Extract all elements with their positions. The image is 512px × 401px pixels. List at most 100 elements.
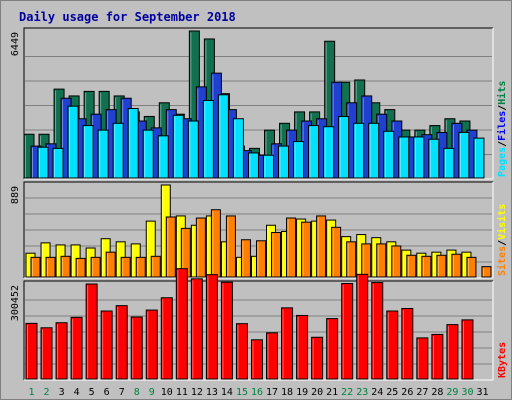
bar-kbytes-4 — [70, 316, 83, 380]
x-tick-17: 17 — [266, 387, 278, 398]
bar-pages-28 — [443, 147, 455, 179]
bar-sites-12 — [195, 217, 206, 278]
bar-sites-2 — [45, 256, 56, 278]
bar-kbytes-25 — [386, 310, 399, 380]
x-tick-7: 7 — [119, 387, 125, 398]
bar-sites-6 — [105, 251, 116, 278]
bar-sites-16 — [255, 240, 266, 278]
bar-sites-3 — [60, 255, 71, 278]
bar-pages-9 — [157, 135, 169, 179]
bar-kbytes-23 — [356, 273, 369, 380]
bar-kbytes-8 — [130, 316, 143, 380]
bar-pages-2 — [52, 147, 64, 179]
bar-kbytes-22 — [341, 283, 354, 380]
x-tick-13: 13 — [206, 387, 218, 398]
bar-pages-24 — [383, 130, 395, 179]
bar-sites-25 — [391, 245, 402, 278]
bar-kbytes-9 — [145, 309, 158, 380]
x-axis-labels: 1 2 3 4 5 6 7 8 9 10 11 12 13 14 15 16 17 18 19 20 21 22 23 24 2… — [29, 387, 489, 398]
x-tick-14: 14 — [221, 387, 233, 398]
bar-kbytes-5 — [85, 283, 98, 380]
bar-pages-4 — [82, 125, 94, 179]
legend-separator: / — [497, 240, 508, 246]
bar-sites-5 — [90, 256, 101, 278]
bar-sites-4 — [75, 257, 86, 278]
bar-sites-9 — [150, 255, 161, 278]
bar-pages-26 — [413, 136, 425, 179]
bar-kbytes-1 — [25, 322, 38, 380]
bar-pages-27 — [428, 138, 440, 179]
legend-visits: Visits — [496, 204, 508, 240]
bar-kbytes-2 — [40, 327, 53, 380]
series-pages — [37, 94, 485, 179]
legend-separator: / — [497, 141, 508, 147]
bar-sites-26 — [406, 254, 417, 278]
panel-border-dark — [23, 27, 493, 179]
bar-kbytes-29 — [446, 324, 459, 380]
bar-sites-30 — [466, 256, 477, 278]
side-legend: Sites/Visits — [496, 204, 508, 276]
bar-pages-10 — [172, 114, 184, 179]
chart-title: Daily usage for September 2018 — [19, 10, 236, 24]
bar-kbytes-27 — [416, 337, 429, 380]
bar-kbytes-10 — [160, 297, 173, 380]
x-tick-15: 15 — [236, 387, 248, 398]
side-legend: KBytes — [497, 342, 508, 378]
bar-kbytes-15 — [235, 323, 248, 380]
bar-pages-8 — [142, 129, 154, 179]
x-tick-2: 2 — [44, 387, 50, 398]
bar-pages-25 — [398, 136, 410, 179]
bar-kbytes-28 — [431, 333, 444, 380]
panel-bottom: 300452 KBytes — [10, 268, 508, 381]
x-tick-26: 26 — [401, 387, 413, 398]
bar-pages-12 — [202, 99, 214, 179]
bar-pages-22 — [353, 122, 365, 179]
bar-pages-5 — [97, 129, 109, 179]
bar-pages-1 — [37, 146, 49, 179]
x-tick-11: 11 — [176, 387, 188, 398]
legend-kbytes: KBytes — [497, 342, 508, 378]
x-tick-4: 4 — [74, 387, 80, 398]
side-legend: Pages/Files/Hits — [496, 81, 508, 177]
bar-kbytes-3 — [55, 322, 68, 380]
panel-border-dark — [23, 181, 493, 278]
bar-sites-28 — [436, 254, 447, 278]
bar-kbytes-17 — [266, 332, 279, 380]
x-tick-29: 29 — [446, 387, 458, 398]
bar-pages-18 — [293, 141, 305, 179]
bar-pages-11 — [187, 120, 199, 179]
bar-sites-19 — [301, 221, 312, 278]
panel-border-light — [24, 281, 494, 381]
panels-layer: 6449Pages/Files/Hits889Sites/Visits30045… — [10, 27, 508, 381]
x-tick-19: 19 — [296, 387, 308, 398]
legend-sites: Sites — [496, 246, 508, 276]
bar-sites-27 — [421, 255, 432, 278]
bar-sites-7 — [120, 256, 131, 278]
x-tick-21: 21 — [326, 387, 338, 398]
bar-kbytes-7 — [115, 305, 128, 380]
bar-sites-8 — [135, 256, 146, 278]
bar-kbytes-19 — [296, 314, 309, 380]
legend-separator: / — [497, 105, 508, 111]
x-tick-31: 31 — [476, 387, 488, 398]
y-max-label: 6449 — [10, 32, 21, 56]
bar-pages-15 — [247, 152, 259, 179]
x-tick-8: 8 — [134, 387, 140, 398]
bar-pages-29 — [458, 131, 470, 179]
bar-kbytes-14 — [220, 281, 233, 380]
bar-pages-19 — [308, 125, 320, 179]
legend-hits: Hits — [496, 81, 508, 105]
x-tick-25: 25 — [386, 387, 398, 398]
bar-kbytes-30 — [461, 319, 474, 380]
bar-pages-20 — [323, 126, 335, 179]
y-max-label: 889 — [10, 186, 21, 204]
legend-pages: Pages — [497, 147, 508, 177]
x-tick-16: 16 — [251, 387, 263, 398]
bar-pages-17 — [278, 145, 290, 179]
bar-sites-20 — [316, 215, 327, 278]
bar-kbytes-12 — [190, 278, 203, 380]
bar-kbytes-6 — [100, 310, 113, 380]
bar-sites-22 — [346, 241, 357, 278]
bar-sites-29 — [451, 253, 462, 278]
